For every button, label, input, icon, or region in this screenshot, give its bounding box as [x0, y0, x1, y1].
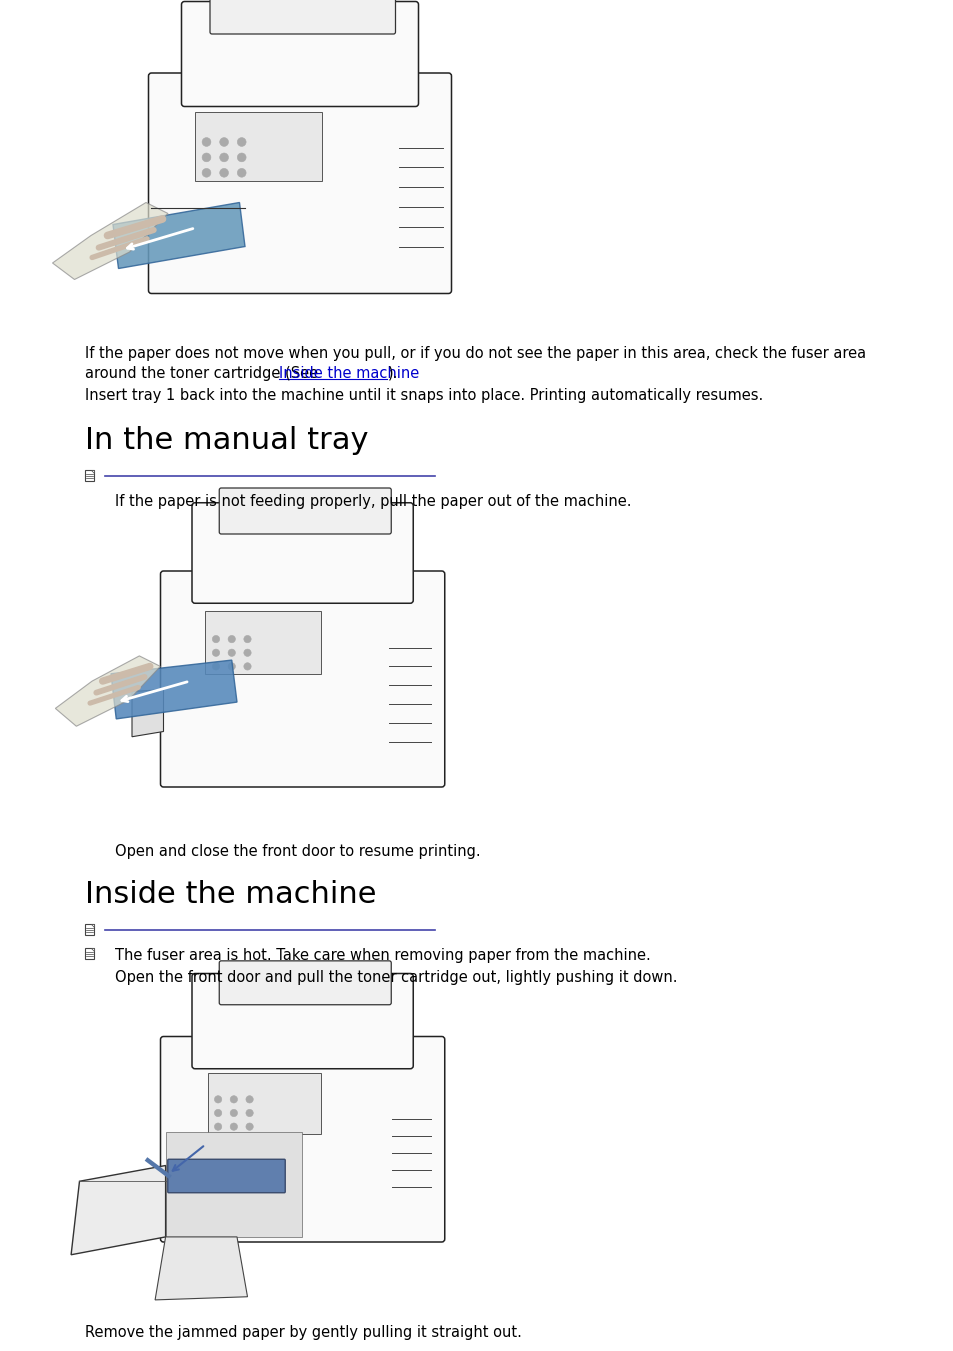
FancyBboxPatch shape: [210, 0, 395, 34]
Text: Inside the machine: Inside the machine: [85, 880, 376, 909]
FancyBboxPatch shape: [219, 961, 391, 1005]
Text: In the manual tray: In the manual tray: [85, 426, 368, 455]
Text: Insert tray 1 back into the machine until it snaps into place. Printing automati: Insert tray 1 back into the machine unti…: [85, 388, 762, 403]
Polygon shape: [91, 948, 94, 951]
Polygon shape: [91, 924, 94, 927]
Text: If the paper is not feeding properly, pull the paper out of the machine.: If the paper is not feeding properly, pu…: [115, 494, 631, 509]
Polygon shape: [52, 203, 168, 280]
Bar: [85, 924, 94, 935]
FancyBboxPatch shape: [192, 503, 413, 604]
Bar: [195, 112, 322, 181]
Circle shape: [202, 138, 211, 146]
FancyBboxPatch shape: [219, 488, 391, 534]
Bar: [85, 470, 94, 481]
Circle shape: [246, 1096, 253, 1102]
Text: around the toner cartridge (See: around the toner cartridge (See: [85, 366, 322, 381]
Polygon shape: [132, 689, 163, 736]
Text: Inside the machine: Inside the machine: [278, 366, 418, 381]
Circle shape: [213, 648, 219, 657]
Circle shape: [228, 648, 235, 657]
Circle shape: [246, 1123, 253, 1131]
Polygon shape: [111, 661, 236, 719]
Circle shape: [219, 138, 229, 146]
Circle shape: [237, 138, 246, 146]
Circle shape: [219, 169, 229, 177]
Bar: [85, 947, 94, 959]
Text: The fuser area is hot. Take care when removing paper from the machine.: The fuser area is hot. Take care when re…: [115, 948, 650, 963]
Circle shape: [214, 1096, 221, 1102]
FancyBboxPatch shape: [160, 571, 444, 788]
Circle shape: [228, 663, 235, 670]
FancyBboxPatch shape: [149, 73, 451, 293]
Circle shape: [230, 1096, 237, 1102]
Text: If the paper does not move when you pull, or if you do not see the paper in this: If the paper does not move when you pull…: [85, 346, 865, 361]
Polygon shape: [71, 1166, 166, 1255]
Polygon shape: [91, 470, 94, 473]
Circle shape: [219, 153, 229, 162]
Circle shape: [213, 663, 219, 670]
Polygon shape: [112, 203, 245, 269]
Polygon shape: [55, 655, 160, 727]
Bar: [166, 1132, 302, 1238]
Text: ).: ).: [387, 366, 397, 381]
Circle shape: [230, 1109, 237, 1117]
Circle shape: [244, 648, 251, 657]
FancyBboxPatch shape: [168, 1159, 285, 1193]
FancyBboxPatch shape: [181, 1, 418, 107]
Circle shape: [202, 169, 211, 177]
FancyBboxPatch shape: [160, 1036, 444, 1242]
Circle shape: [202, 153, 211, 162]
Circle shape: [214, 1123, 221, 1131]
Bar: [208, 1073, 320, 1133]
Polygon shape: [155, 1238, 247, 1300]
Bar: [205, 611, 320, 674]
Circle shape: [228, 635, 235, 643]
Circle shape: [213, 635, 219, 643]
Text: Remove the jammed paper by gently pulling it straight out.: Remove the jammed paper by gently pullin…: [85, 1325, 521, 1340]
Circle shape: [237, 153, 246, 162]
Circle shape: [244, 663, 251, 670]
Circle shape: [214, 1109, 221, 1117]
Circle shape: [246, 1109, 253, 1117]
Text: Open the front door and pull the toner cartridge out, lightly pushing it down.: Open the front door and pull the toner c…: [115, 970, 677, 985]
Circle shape: [244, 635, 251, 643]
Text: Open and close the front door to resume printing.: Open and close the front door to resume …: [115, 844, 480, 859]
Circle shape: [230, 1123, 237, 1131]
FancyBboxPatch shape: [192, 974, 413, 1069]
Circle shape: [237, 169, 246, 177]
